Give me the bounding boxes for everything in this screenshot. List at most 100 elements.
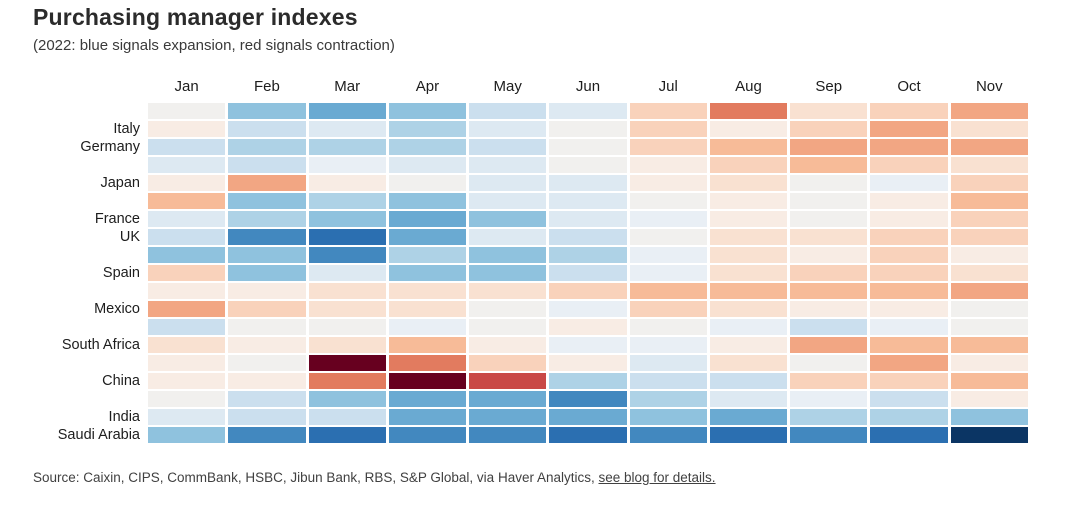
heatmap-cell [790, 121, 868, 137]
heatmap-cell [870, 391, 948, 407]
heatmap-cell [549, 283, 627, 299]
heatmap-cell [870, 139, 948, 155]
heatmap-cell [388, 157, 467, 173]
heatmap-cell [790, 283, 868, 299]
country-label [33, 391, 148, 407]
heatmap-cell [629, 229, 707, 245]
heatmap-cell [549, 103, 627, 119]
heatmap-cell [790, 229, 868, 245]
heatmap-row [33, 283, 1028, 299]
heatmap-cell [549, 157, 627, 173]
country-label: Spain [102, 265, 140, 281]
heatmap-cell [629, 211, 707, 227]
heatmap-cell [148, 337, 226, 353]
heatmap-cell [950, 265, 1028, 281]
heatmap-cell [790, 409, 868, 425]
heatmap-cell [308, 229, 386, 245]
heatmap-cell [228, 139, 306, 155]
month-label: Aug [735, 78, 762, 95]
heatmap-cell [629, 355, 707, 371]
heatmap-cell [549, 355, 627, 371]
heatmap-cell [870, 337, 948, 353]
heatmap-cell [709, 373, 788, 389]
heatmap-cell [549, 229, 627, 245]
heatmap-cell [790, 301, 868, 317]
month-label: Apr [415, 78, 440, 95]
heatmap-row: Saudi Arabia [33, 427, 1028, 443]
heatmap-cell [469, 211, 547, 227]
heatmap-cell [469, 265, 547, 281]
heatmap-cell [148, 265, 226, 281]
heatmap-row [33, 319, 1028, 335]
heatmap-cell [790, 103, 868, 119]
heatmap-cell [148, 229, 226, 245]
heatmap-row [33, 193, 1028, 209]
heatmap-cell [388, 265, 467, 281]
heatmap-cell [148, 373, 226, 389]
heatmap-cell [709, 247, 788, 263]
blog-details-link[interactable]: see blog for details. [598, 470, 716, 485]
heatmap-cell [308, 175, 386, 191]
heatmap-cell [469, 373, 547, 389]
country-label: China [102, 373, 140, 389]
heatmap-cell [228, 409, 306, 425]
heatmap-cell [870, 121, 948, 137]
heatmap-cell [388, 337, 467, 353]
heatmap-cell [790, 139, 868, 155]
heatmap-cell [228, 211, 306, 227]
heatmap-row: Spain [33, 265, 1028, 281]
heatmap-cell [790, 265, 868, 281]
heatmap-cell [950, 427, 1028, 443]
heatmap-cell [388, 229, 467, 245]
country-label: Japan [100, 175, 140, 191]
heatmap-cell [629, 175, 707, 191]
heatmap-cell [870, 175, 948, 191]
heatmap-cell [790, 373, 868, 389]
heatmap-cell [308, 247, 386, 263]
month-label: Jun [575, 78, 601, 95]
heatmap-cell [870, 157, 948, 173]
heatmap-cell [709, 193, 788, 209]
heatmap-row: Italy [33, 121, 1028, 137]
heatmap-cell [228, 157, 306, 173]
country-label: South Africa [61, 337, 140, 353]
heatmap-cell [148, 175, 226, 191]
heatmap-cell [549, 211, 627, 227]
heatmap-cell [308, 121, 386, 137]
heatmap-grid: Italy Germany Japan France UK Spain Mexico Sout… [33, 103, 1028, 443]
heatmap-cell [709, 175, 788, 191]
heatmap-cell [388, 283, 467, 299]
heatmap-cell [469, 139, 547, 155]
heatmap-row: China [33, 373, 1028, 389]
heatmap-row: Germany [33, 139, 1028, 155]
heatmap-cell [709, 355, 788, 371]
heatmap-cell [549, 265, 627, 281]
heatmap-cell [549, 193, 627, 209]
heatmap-row [33, 391, 1028, 407]
heatmap-cell [709, 139, 788, 155]
heatmap-cell [228, 193, 306, 209]
month-label: Jan [174, 78, 199, 95]
heatmap-cell [308, 283, 386, 299]
heatmap-cell [388, 175, 467, 191]
heatmap-cell [629, 193, 707, 209]
heatmap-cell [870, 247, 948, 263]
heatmap-cell [148, 247, 226, 263]
heatmap-cell [469, 409, 547, 425]
heatmap-cell [469, 391, 547, 407]
heatmap-cell [308, 355, 386, 371]
heatmap-cell [870, 355, 948, 371]
heatmap-cell [709, 103, 788, 119]
heatmap-cell [388, 319, 467, 335]
month-label: May [493, 78, 522, 95]
heatmap-cell [790, 319, 868, 335]
heatmap-cell [629, 373, 707, 389]
heatmap-cell [308, 391, 386, 407]
heatmap-cell [709, 319, 788, 335]
heatmap-cell [228, 121, 306, 137]
heatmap-cell [469, 355, 547, 371]
heatmap-cell [228, 427, 306, 443]
heatmap-cell [388, 193, 467, 209]
heatmap-chart: Jan Feb Mar Apr May Jun Jul Aug Sep Oct Nov Italy G… [33, 78, 1028, 445]
